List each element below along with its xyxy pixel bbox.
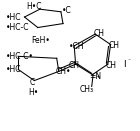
Text: CH: CH	[108, 41, 120, 50]
Text: •HC: •HC	[6, 65, 21, 74]
Text: •CH: •CH	[69, 42, 84, 51]
Text: •C: •C	[62, 6, 71, 15]
Text: I: I	[123, 60, 126, 69]
Text: ⁻: ⁻	[127, 59, 130, 64]
Text: •HC-C•: •HC-C•	[6, 52, 34, 61]
Text: H•C: H•C	[26, 2, 41, 11]
Text: H•: H•	[29, 88, 39, 97]
Text: CH₃: CH₃	[80, 85, 94, 94]
Text: CH•: CH•	[55, 67, 71, 76]
Text: FeH•: FeH•	[31, 36, 50, 45]
Text: •HC-C: •HC-C	[6, 23, 29, 32]
Text: CH: CH	[94, 29, 105, 37]
Text: CH: CH	[106, 61, 117, 70]
Text: C: C	[29, 78, 35, 87]
Text: =N: =N	[89, 72, 101, 81]
Text: •HC: •HC	[6, 13, 21, 22]
Text: CH: CH	[69, 61, 80, 70]
Text: +: +	[95, 74, 100, 79]
